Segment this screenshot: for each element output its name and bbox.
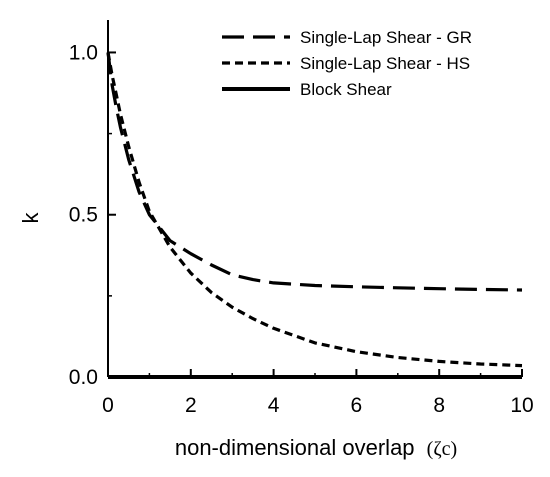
x-axis-title-text: non-dimensional overlap	[175, 435, 415, 460]
x-axis-title-symbol: (ζc)	[427, 438, 457, 460]
x-tick-label: 10	[510, 394, 533, 417]
y-tick-label: 1.0	[69, 41, 98, 64]
x-tick-label: 6	[351, 394, 363, 417]
plot-frame	[107, 20, 522, 378]
series-line-2	[106, 52, 523, 368]
legend-label-1: Single-Lap Shear - GR	[300, 28, 472, 47]
legend-label-2: Single-Lap Shear - HS	[300, 54, 470, 73]
y-tick-label: 0.0	[69, 366, 98, 389]
y-axis-title: k	[18, 212, 43, 224]
legend: Single-Lap Shear - GR Single-Lap Shear - …	[222, 28, 472, 99]
x-tick-label: 2	[185, 394, 197, 417]
series-line-1	[106, 52, 523, 292]
y-tick-label: 0.5	[69, 204, 98, 227]
x-tick-label: 4	[268, 394, 280, 417]
x-tick-label: 0	[102, 394, 114, 417]
legend-label-3: Block Shear	[300, 80, 392, 99]
x-axis-title: non-dimensional overlap (ζc)	[175, 435, 457, 460]
series-layer	[106, 52, 523, 379]
y-axis-ticks: 0.0 0.5 1.0	[69, 41, 116, 389]
x-axis-ticks: 0 2 4 6 8 10	[102, 369, 534, 417]
x-tick-label: 8	[433, 394, 445, 417]
